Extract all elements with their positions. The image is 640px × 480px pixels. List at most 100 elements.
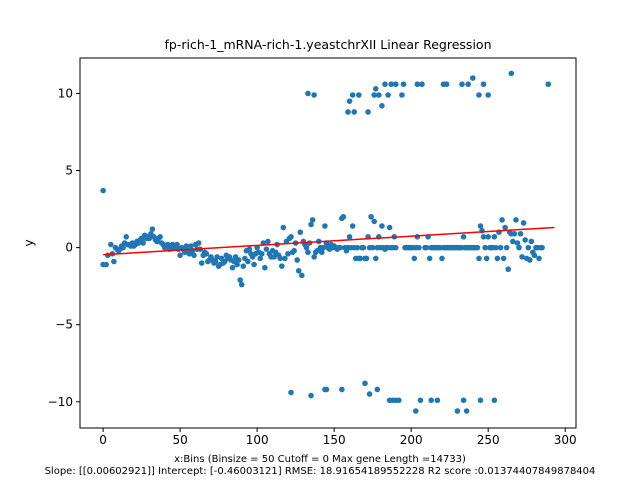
data-point-61 bbox=[195, 240, 202, 246]
x-tick-label-0: 0 bbox=[99, 433, 107, 447]
y-tick-label-0: 0 bbox=[65, 241, 73, 255]
y-tick-label--5: −5 bbox=[55, 318, 73, 332]
data-point-325 bbox=[463, 408, 470, 414]
data-point-300 bbox=[465, 81, 471, 88]
data-point-304 bbox=[485, 92, 492, 98]
data-point-36 bbox=[157, 234, 163, 240]
data-point-104 bbox=[262, 264, 268, 271]
plot-area: 0 50 100 150 200 250 300 −10 −5 0 5 10 bbox=[48, 57, 577, 447]
data-point-271 bbox=[531, 252, 538, 259]
data-point-276 bbox=[539, 244, 545, 251]
data-point-198 bbox=[414, 234, 421, 240]
data-point-267 bbox=[525, 244, 532, 251]
data-point-2 bbox=[103, 261, 109, 268]
data-point-238 bbox=[480, 234, 487, 240]
data-point-292 bbox=[392, 81, 399, 88]
data-point-282 bbox=[351, 109, 357, 115]
data-point-90 bbox=[240, 263, 247, 269]
data-point-296 bbox=[419, 81, 425, 88]
data-point-302 bbox=[476, 92, 482, 98]
data-point-290 bbox=[385, 92, 391, 98]
data-point-254 bbox=[505, 266, 512, 273]
data-point-88 bbox=[237, 277, 243, 283]
data-point-121 bbox=[288, 234, 294, 240]
data-point-260 bbox=[514, 240, 521, 246]
data-point-125 bbox=[294, 257, 300, 263]
data-point-323 bbox=[454, 408, 461, 414]
data-point-73 bbox=[214, 254, 220, 260]
data-point-93 bbox=[245, 258, 251, 265]
data-point-106 bbox=[265, 238, 271, 245]
data-point-110 bbox=[271, 254, 277, 260]
data-point-264 bbox=[520, 220, 527, 226]
data-point-278 bbox=[311, 92, 317, 98]
data-point-320 bbox=[417, 397, 424, 404]
regression-layer bbox=[103, 226, 555, 256]
data-point-134 bbox=[308, 221, 314, 228]
data-point-284 bbox=[365, 109, 371, 115]
data-point-159 bbox=[346, 234, 353, 240]
data-point-306 bbox=[545, 81, 552, 88]
data-point-170 bbox=[363, 255, 370, 262]
data-point-83 bbox=[229, 264, 236, 271]
data-point-132 bbox=[305, 249, 311, 256]
data-point-283 bbox=[356, 92, 362, 98]
data-point-87 bbox=[235, 257, 242, 263]
data-point-196 bbox=[411, 255, 418, 262]
data-point-123 bbox=[291, 247, 297, 254]
data-point-301 bbox=[470, 75, 476, 81]
data-point-265 bbox=[522, 237, 528, 243]
data-point-295 bbox=[414, 81, 421, 88]
data-point-287 bbox=[376, 92, 382, 98]
data-point-249 bbox=[497, 244, 504, 251]
data-point-239 bbox=[482, 244, 488, 251]
data-point-47 bbox=[174, 241, 180, 248]
data-point-128 bbox=[299, 272, 305, 279]
data-point-269 bbox=[528, 238, 535, 245]
data-point-322 bbox=[434, 397, 441, 404]
data-point-274 bbox=[536, 255, 542, 262]
data-point-257 bbox=[510, 238, 516, 245]
data-point-313 bbox=[366, 391, 373, 397]
data-point-327 bbox=[491, 397, 498, 404]
y-axis-label: y bbox=[22, 239, 36, 246]
data-point-31 bbox=[149, 226, 156, 232]
data-point-6 bbox=[111, 258, 117, 265]
data-point-199 bbox=[416, 244, 422, 251]
data-point-245 bbox=[491, 234, 498, 240]
data-point-102 bbox=[258, 250, 265, 257]
data-point-63 bbox=[198, 260, 205, 266]
data-point-89 bbox=[238, 281, 245, 288]
data-point-314 bbox=[374, 386, 381, 393]
data-point-299 bbox=[459, 81, 465, 88]
data-point-136 bbox=[311, 254, 317, 260]
x-axis-label: x:Bins (Binsize = 50 Cutoff = 0 Max gene… bbox=[174, 454, 466, 465]
data-point-318 bbox=[396, 397, 402, 404]
data-point-310 bbox=[323, 386, 330, 393]
data-point-268 bbox=[526, 257, 533, 263]
data-point-241 bbox=[485, 234, 492, 240]
data-point-201 bbox=[423, 244, 430, 251]
data-point-250 bbox=[499, 217, 505, 223]
data-point-56 bbox=[188, 243, 194, 249]
data-point-66 bbox=[203, 250, 210, 257]
data-point-189 bbox=[392, 244, 399, 251]
data-point-12 bbox=[120, 244, 126, 251]
data-point-291 bbox=[388, 81, 394, 88]
data-point-307 bbox=[288, 389, 294, 396]
data-point-225 bbox=[460, 234, 467, 240]
y-ticks: −10 −5 0 5 10 bbox=[48, 86, 80, 409]
data-point-126 bbox=[295, 267, 302, 274]
data-point-142 bbox=[320, 244, 327, 251]
x-tick-label-250: 250 bbox=[477, 433, 500, 447]
data-point-72 bbox=[212, 258, 219, 265]
data-point-168 bbox=[360, 244, 367, 251]
y-tick-label-10: 10 bbox=[58, 86, 73, 100]
data-point-277 bbox=[305, 90, 311, 97]
data-point-166 bbox=[357, 255, 364, 262]
data-point-211 bbox=[439, 255, 445, 262]
x-tick-label-200: 200 bbox=[400, 433, 423, 447]
data-point-281 bbox=[349, 92, 356, 98]
data-point-180 bbox=[379, 223, 385, 229]
